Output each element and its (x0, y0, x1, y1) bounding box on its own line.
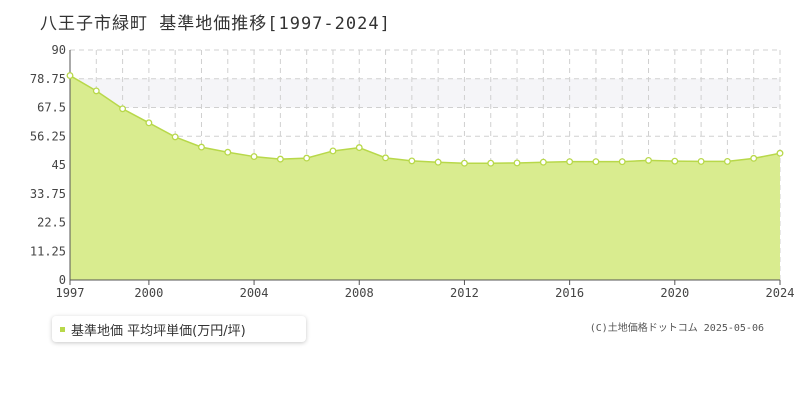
highlight-band-layer (70, 78, 780, 108)
data-point (408, 157, 416, 165)
data-point (671, 157, 679, 165)
data-point (250, 153, 258, 161)
legend-label: 基準地価 平均坪単価(万円/坪) (71, 323, 246, 339)
series-area (70, 75, 780, 280)
axis-layer (69, 50, 781, 285)
data-point (750, 154, 758, 162)
point-layer (66, 72, 784, 167)
data-point (645, 156, 652, 164)
data-point (303, 154, 311, 162)
x-tick-label: 2016 (555, 286, 584, 300)
y-tick-label: 22.5 (37, 216, 66, 230)
series-line (69, 74, 781, 164)
y-tick-label: 67.5 (37, 101, 66, 115)
data-point (434, 158, 442, 166)
chart-title: 八王子市緑町 基準地価推移[1997-2024] (40, 14, 391, 34)
data-point (329, 147, 337, 155)
legend-marker (60, 326, 65, 332)
credit-text: (C)土地価格ドットコム 2025-05-06 (589, 323, 764, 334)
data-point (145, 119, 153, 127)
y-tick-label: 33.75 (30, 187, 66, 201)
data-point (513, 159, 521, 167)
data-point (539, 158, 547, 166)
data-point (723, 157, 731, 165)
legend: 基準地価 平均坪単価(万円/坪) (52, 316, 306, 342)
x-tick-label: 2012 (450, 286, 479, 300)
data-point (592, 158, 600, 166)
x-tick-label: 2008 (345, 286, 374, 300)
y-tick-label: 45 (52, 158, 66, 172)
data-point (618, 158, 626, 166)
data-point (382, 154, 390, 162)
data-point (92, 87, 100, 95)
data-point (776, 149, 784, 157)
y-tick-label: 0 (59, 273, 66, 287)
data-point (171, 133, 179, 141)
data-point (460, 159, 468, 167)
data-point (224, 148, 232, 156)
x-tick-label: 2020 (660, 286, 689, 300)
data-point (355, 144, 363, 152)
data-point (566, 158, 574, 166)
data-point (276, 155, 284, 163)
y-tick-label: 90 (52, 43, 66, 57)
y-tick-label: 11.25 (30, 244, 66, 258)
y-tick-labels: 0 11.25 22.5 33.75 45 56.25 67.5 78.75 90 (30, 43, 66, 287)
x-tick-label: 2024 (766, 286, 795, 300)
data-point (66, 72, 74, 80)
data-point (487, 159, 495, 167)
x-tick-label: 1997 (56, 286, 85, 300)
y-tick-label: 56.25 (30, 129, 66, 143)
data-point (198, 143, 205, 151)
x-tick-label: 2000 (134, 286, 163, 300)
x-tick-labels: 1997 2000 2004 2008 2012 2016 2020 2024 (56, 286, 795, 300)
data-point (119, 105, 127, 113)
highlight-band (70, 78, 780, 108)
area-layer (69, 74, 781, 280)
y-tick-label: 78.75 (30, 72, 66, 86)
x-tick-label: 2004 (240, 286, 269, 300)
data-point (697, 157, 705, 165)
